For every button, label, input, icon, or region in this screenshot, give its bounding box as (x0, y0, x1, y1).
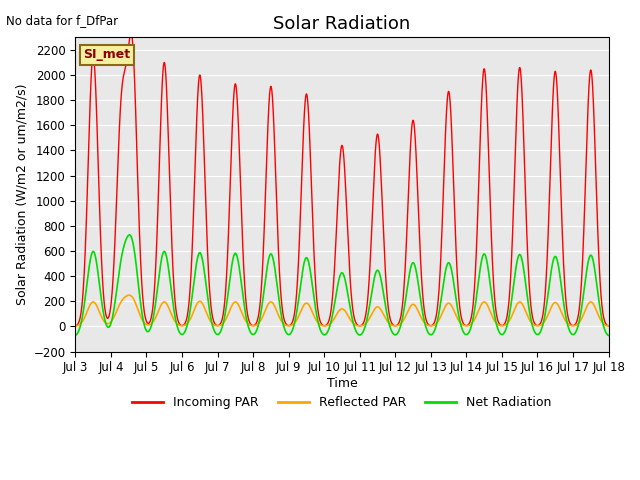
Line: Reflected PAR: Reflected PAR (76, 295, 609, 326)
Incoming PAR (127, 31, 135, 36)
Incoming PAR (324, 320, 332, 326)
Reflected PAR (476, 304, 484, 310)
Reflected PAR (605, 323, 612, 329)
Reflected PAR (125, 292, 133, 298)
Line: Net Radiation: Net Radiation (76, 235, 609, 336)
Incoming PAR (476, 135, 484, 141)
Reflected PAR (253, 322, 260, 328)
Net Radiation (253, 327, 260, 333)
Incoming PAR (461, 323, 469, 328)
Y-axis label: Solar Radiation (W/m2 or um/m2/s): Solar Radiation (W/m2 or um/m2/s) (15, 84, 28, 305)
Net Radiation (476, 265, 484, 271)
Net Radiation (576, 316, 584, 322)
Net Radiation (461, 331, 469, 337)
Legend: Incoming PAR, Reflected PAR, Net Radiation: Incoming PAR, Reflected PAR, Net Radiati… (127, 391, 557, 414)
Net Radiation (125, 232, 133, 238)
Text: SI_met: SI_met (83, 48, 131, 61)
Title: Solar Radiation: Solar Radiation (273, 15, 411, 33)
Net Radiation (582, 271, 590, 277)
Reflected PAR (72, 323, 79, 329)
Reflected PAR (582, 305, 590, 311)
Incoming PAR (576, 303, 584, 309)
Incoming PAR (72, 323, 79, 329)
Net Radiation (72, 333, 79, 338)
Text: No data for f_DfPar: No data for f_DfPar (6, 14, 118, 27)
Incoming PAR (605, 323, 612, 329)
Incoming PAR (582, 156, 590, 162)
Incoming PAR (253, 320, 260, 325)
Net Radiation (605, 333, 612, 338)
Reflected PAR (576, 319, 584, 325)
Net Radiation (324, 328, 332, 334)
Line: Incoming PAR: Incoming PAR (76, 34, 609, 326)
Reflected PAR (324, 323, 332, 328)
X-axis label: Time: Time (326, 377, 357, 390)
Reflected PAR (461, 323, 469, 329)
